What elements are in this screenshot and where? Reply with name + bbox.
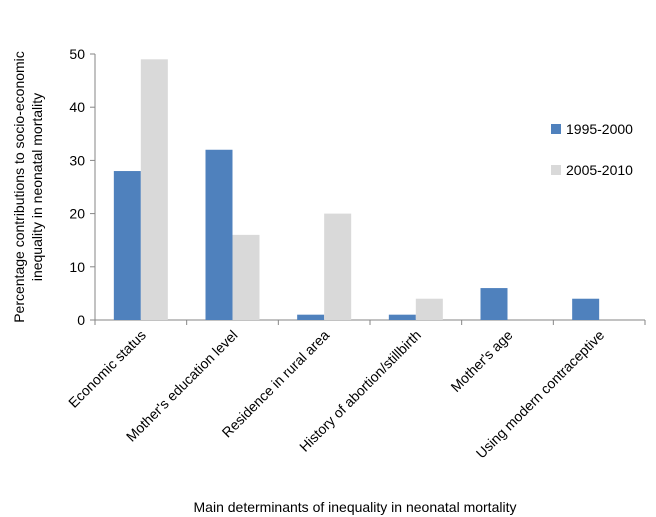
bar-1995-2000-2 [205,149,233,320]
bar-1995-2000-4 [388,314,416,320]
category-label: Mother's age [447,327,515,395]
bar-1995-2000-5 [480,288,508,320]
legend-label: 1995-2000 [566,121,633,137]
legend-swatch [551,124,561,134]
legend: 1995-2000 2005-2010 [551,121,633,178]
y-tick-label: 10 [69,259,85,275]
bar-2005-2010-4 [415,298,443,320]
y-tick-label: 20 [69,206,85,222]
category-label: Economic status [65,327,149,411]
y-tick-label: 30 [69,152,85,168]
y-axis-title: Percentage contributions to socio-econom… [11,51,45,323]
y-tick-label: 50 [69,46,85,62]
y-axis-title-line: inequality in neonatal mortality [29,93,45,281]
bar-1995-2000-6 [572,298,600,320]
bar-2005-2010-3 [324,213,352,320]
bars [113,59,600,320]
x-axis-title: Main determinants of inequality in neona… [194,499,517,515]
bar-1995-2000-3 [297,314,325,320]
bar-2005-2010-1 [140,59,168,320]
legend-swatch [551,165,561,175]
bar-1995-2000-1 [113,171,141,320]
bar-2005-2010-2 [232,234,260,320]
x-axis [94,319,646,325]
legend-label: 2005-2010 [566,162,633,178]
y-axis: 0 10 20 30 40 50 [69,46,96,328]
y-tick-label: 40 [69,99,85,115]
y-tick-label: 0 [77,312,85,328]
y-axis-title-line: Percentage contributions to socio-econom… [11,51,27,323]
